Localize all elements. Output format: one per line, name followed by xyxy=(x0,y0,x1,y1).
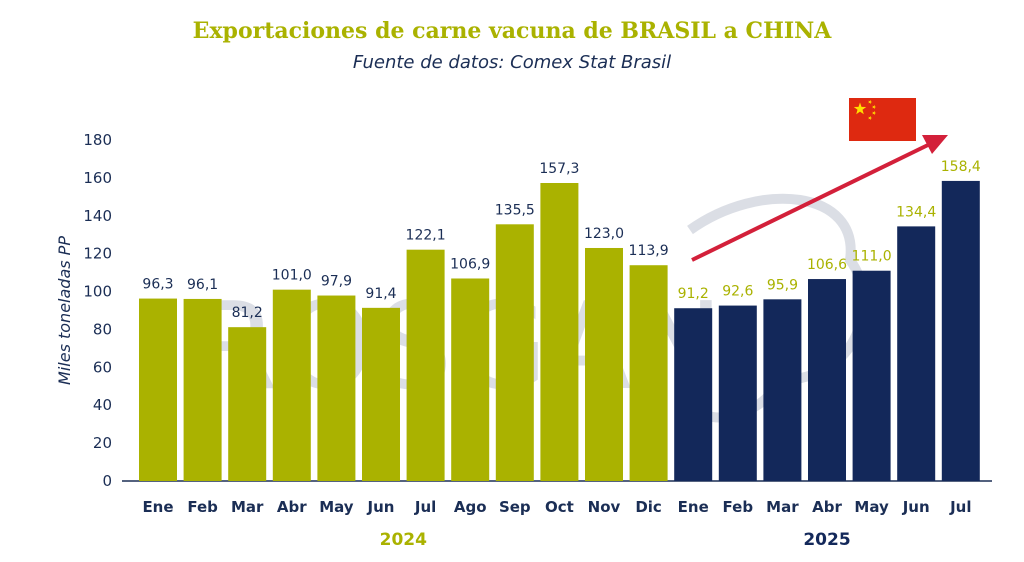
bar-2025-Jul xyxy=(941,180,980,482)
china-flag-icon xyxy=(849,98,916,141)
bar-2024-Ago xyxy=(451,278,490,481)
flag-star-small xyxy=(872,104,877,110)
y-tick-label: 120 xyxy=(83,245,112,263)
x-tick-label: Jun xyxy=(367,498,395,516)
x-tick-label: Feb xyxy=(187,498,218,516)
chart-title: Exportaciones de carne vacuna de BRASIL … xyxy=(192,18,832,44)
bar-2024-May xyxy=(317,295,356,481)
data-label: 135,5 xyxy=(495,202,535,218)
data-label: 91,2 xyxy=(678,286,709,302)
data-label: 81,2 xyxy=(232,305,263,321)
x-tick-label: Ene xyxy=(142,498,173,516)
data-label: 157,3 xyxy=(539,161,579,177)
x-tick-label: Mar xyxy=(766,498,799,516)
bar-2024-Abr xyxy=(272,289,311,481)
y-tick-label: 0 xyxy=(102,472,112,490)
bar-2025-Abr xyxy=(808,279,846,481)
y-tick-label: 140 xyxy=(83,207,112,225)
data-label: 111,0 xyxy=(852,249,892,265)
bar-2025-Mar xyxy=(763,299,802,481)
y-tick-label: 100 xyxy=(83,283,112,301)
data-label: 96,3 xyxy=(142,277,173,293)
bar-2024-Dic xyxy=(629,265,668,481)
data-label: 158,4 xyxy=(941,159,981,175)
x-tick-label: Ago xyxy=(454,498,487,516)
y-tick-label: 160 xyxy=(83,169,112,187)
trend-arrow-head xyxy=(922,135,948,154)
data-label: 97,9 xyxy=(321,274,352,290)
data-label: 123,0 xyxy=(584,226,624,242)
x-tick-label: Oct xyxy=(545,498,574,516)
bar-2024-Oct xyxy=(540,183,579,481)
data-label: 134,4 xyxy=(896,204,936,220)
x-tick-label: Jul xyxy=(414,498,436,516)
x-tick-label: Dic xyxy=(635,498,661,516)
y-tick-label: 180 xyxy=(83,131,112,149)
y-tick-label: 80 xyxy=(93,320,112,338)
trend-arrow-line xyxy=(691,142,931,262)
x-tick-label: May xyxy=(319,498,354,516)
bar-2025-May xyxy=(852,270,891,481)
flag-star-small xyxy=(872,110,877,116)
bar-2024-Nov xyxy=(585,247,623,481)
flag-star-large xyxy=(853,102,867,115)
flag-star-small xyxy=(868,99,873,105)
group-label-2024: 2024 xyxy=(380,530,427,550)
bar-2024-Jun xyxy=(362,307,400,481)
y-tick-label: 60 xyxy=(93,358,112,376)
bar-2025-Feb xyxy=(718,305,757,481)
bar-2024-Sep xyxy=(495,224,534,481)
data-label: 96,1 xyxy=(187,277,218,293)
bar-2025-Jun xyxy=(897,226,936,481)
x-tick-label: Sep xyxy=(499,498,531,516)
x-tick-label: May xyxy=(854,498,889,516)
y-tick-label: 40 xyxy=(93,396,112,414)
x-tick-label: Jul xyxy=(949,498,971,516)
x-tick-label: Feb xyxy=(723,498,754,516)
x-tick-label: Nov xyxy=(588,498,621,516)
flag-star-small xyxy=(868,115,873,121)
data-label: 91,4 xyxy=(365,286,396,302)
data-label: 106,9 xyxy=(450,256,490,272)
y-tick-label: 20 xyxy=(93,434,112,452)
x-tick-label: Abr xyxy=(277,498,307,516)
bar-2025-Ene xyxy=(674,308,713,481)
data-label: 106,6 xyxy=(807,257,847,273)
group-label-2025: 2025 xyxy=(803,530,850,550)
x-tick-label: Jun xyxy=(902,498,930,516)
bar-2024-Ene xyxy=(139,298,177,481)
x-tick-label: Ene xyxy=(678,498,709,516)
data-label: 95,9 xyxy=(767,277,798,293)
data-label: 101,0 xyxy=(272,268,312,284)
y-axis-label: Miles toneladas PP xyxy=(55,236,74,385)
bar-2024-Feb xyxy=(183,298,222,481)
chart-subtitle: Fuente de datos: Comex Stat Brasil xyxy=(352,52,672,73)
data-label: 113,9 xyxy=(629,243,669,259)
bar-2024-Jul xyxy=(406,249,445,481)
x-tick-label: Abr xyxy=(812,498,842,516)
x-tick-label: Mar xyxy=(231,498,264,516)
bar-2024-Mar xyxy=(228,327,267,481)
data-label: 122,1 xyxy=(406,228,446,244)
data-label: 92,6 xyxy=(722,284,753,300)
